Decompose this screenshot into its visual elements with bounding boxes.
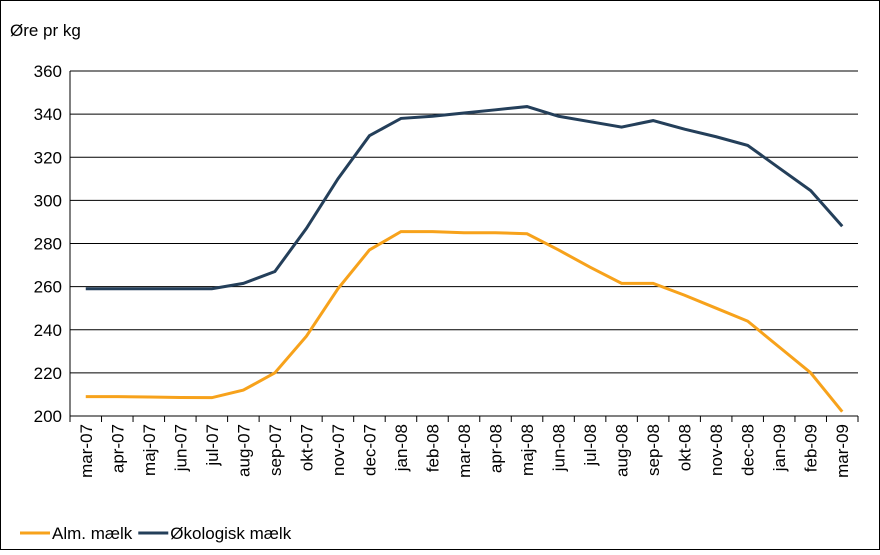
x-tick-label: mar-09 xyxy=(833,424,852,478)
y-tick-label: 240 xyxy=(34,321,62,340)
y-tick-label: 320 xyxy=(34,148,62,167)
x-tick-label: jan-08 xyxy=(392,424,411,472)
x-tick-label: apr-08 xyxy=(487,424,506,473)
x-tick-label: okt-07 xyxy=(297,424,316,471)
x-tick-label: feb-09 xyxy=(802,424,821,472)
x-tick-label: sep-07 xyxy=(266,424,285,476)
legend-label: Økologisk mælk xyxy=(170,524,291,543)
legend-label: Alm. mælk xyxy=(52,524,133,543)
y-tick-label: 300 xyxy=(34,191,62,210)
x-tick-label: okt-08 xyxy=(676,424,695,471)
x-tick-label: nov-08 xyxy=(707,424,726,476)
x-tick-label: maj-07 xyxy=(140,424,159,476)
x-tick-label: maj-08 xyxy=(518,424,537,476)
x-tick-label: mar-08 xyxy=(455,424,474,478)
x-tick-label: dec-08 xyxy=(739,424,758,476)
y-tick-label: 200 xyxy=(34,407,62,426)
x-tick-label: dec-07 xyxy=(360,424,379,476)
y-axis-label: Øre pr kg xyxy=(10,21,81,40)
x-tick-label: sep-08 xyxy=(644,424,663,476)
x-tick-label: jul-07 xyxy=(203,424,222,467)
y-tick-label: 340 xyxy=(34,105,62,124)
x-tick-label: nov-07 xyxy=(329,424,348,476)
x-tick-label: aug-08 xyxy=(613,424,632,477)
x-tick-label: jun-08 xyxy=(550,424,569,472)
line-series xyxy=(85,105,844,291)
x-tick-label: jan-09 xyxy=(770,424,789,472)
x-tick-label: mar-07 xyxy=(77,424,96,478)
x-tick-label: jun-07 xyxy=(171,424,190,472)
line-series xyxy=(85,230,844,413)
y-tick-label: 260 xyxy=(34,278,62,297)
y-tick-label: 220 xyxy=(34,364,62,383)
x-tick-label: jul-08 xyxy=(581,424,600,467)
y-tick-label: 280 xyxy=(34,235,62,254)
x-tick-label: aug-07 xyxy=(234,424,253,477)
x-tick-label: apr-07 xyxy=(108,424,127,473)
y-tick-label: 360 xyxy=(34,62,62,81)
x-tick-label: feb-08 xyxy=(423,424,442,472)
